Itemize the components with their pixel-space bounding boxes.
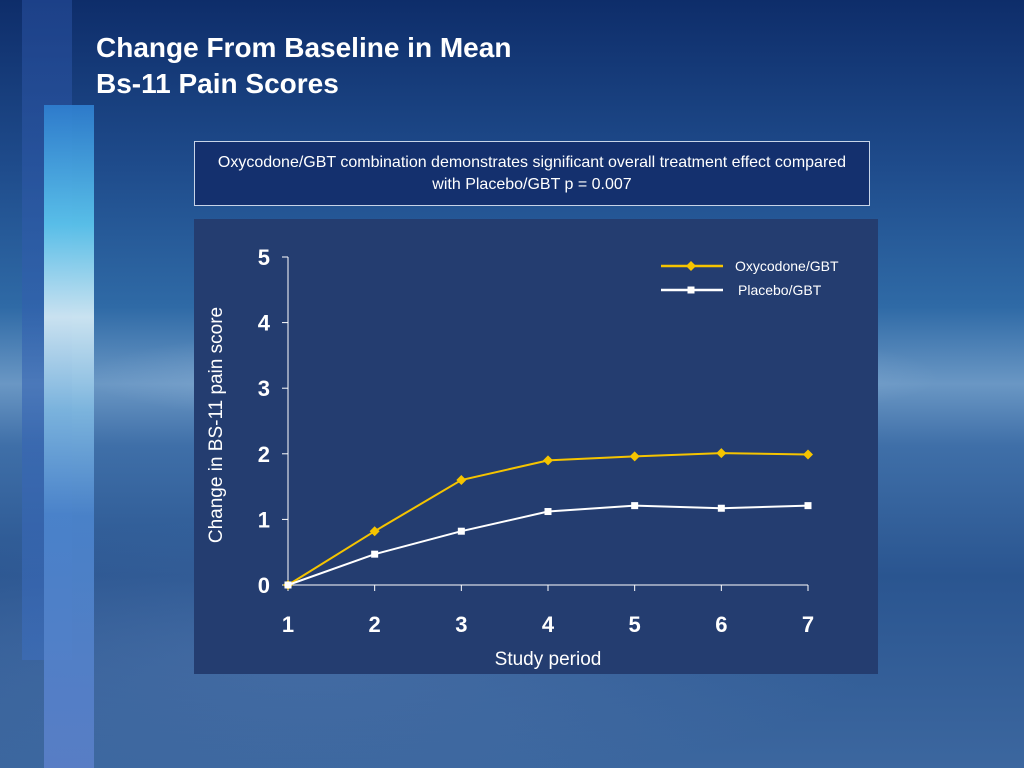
slide-title-line-1: Change From Baseline in Mean [96,32,512,63]
y-tick-label: 5 [258,245,270,270]
data-point-placebo-gbt [284,581,292,589]
slide-title-line-2: Bs-11 Pain Scores [96,68,339,99]
significance-note-box: Oxycodone/GBT combination demonstrates s… [194,141,870,206]
x-tick-label: 4 [542,612,555,637]
data-point-oxycodone-gbt [543,455,553,466]
data-point-oxycodone-gbt [629,451,640,462]
series-line-oxycodone-gbt [287,452,809,586]
y-tick-label: 0 [258,573,270,598]
x-tick-label: 5 [629,612,641,637]
series-group [283,448,813,590]
x-tick-label: 7 [802,612,814,637]
data-point-oxycodone-gbt [456,475,467,486]
data-point-placebo-gbt [631,502,639,510]
y-axis: 0 1 2 3 4 5 [258,245,289,598]
slide-title: Change From Baseline in Mean Bs-11 Pain … [96,30,511,102]
x-tick-label: 2 [369,612,381,637]
legend-label-placebo-gbt: Placebo/GBT [738,282,822,298]
data-point-placebo-gbt [371,550,379,558]
x-tick-label: 1 [282,612,294,637]
legend-marker-oxycodone-gbt [686,261,696,271]
x-tick-label: 6 [715,612,727,637]
decorative-bar-highlight [44,105,94,768]
x-axis-label: Study period [495,649,602,670]
series-oxycodone-gbt [283,448,813,590]
chart-legend: Oxycodone/GBT Placebo/GBT [661,258,839,298]
x-axis: 1 2 3 4 5 6 7 [282,584,814,637]
x-tick-label: 3 [455,612,467,637]
series-line-placebo-gbt [287,504,809,586]
significance-note-text: Oxycodone/GBT combination demonstrates s… [217,154,847,193]
legend-marker-placebo-gbt [687,286,695,294]
series-placebo-gbt [284,502,812,589]
data-point-placebo-gbt [717,504,725,512]
data-point-oxycodone-gbt [803,449,813,460]
y-tick-label: 1 [258,507,270,532]
data-point-placebo-gbt [544,508,552,516]
y-tick-label: 4 [258,311,271,336]
data-point-oxycodone-gbt [369,526,380,537]
data-point-placebo-gbt [457,527,465,535]
y-axis-label: Change in BS-11 pain score [206,307,227,543]
data-point-oxycodone-gbt [716,448,727,459]
y-tick-label: 2 [258,442,270,467]
y-tick-label: 3 [258,376,270,401]
data-point-placebo-gbt [804,502,812,510]
legend-label-oxycodone-gbt: Oxycodone/GBT [735,258,839,274]
